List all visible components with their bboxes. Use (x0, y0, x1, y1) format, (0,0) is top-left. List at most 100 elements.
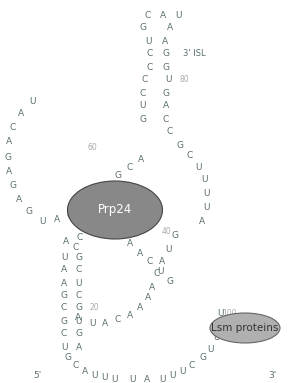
Text: U: U (165, 75, 171, 85)
Text: U: U (92, 372, 98, 380)
Text: A: A (18, 110, 24, 118)
Text: C: C (163, 115, 169, 123)
Text: G: G (64, 354, 71, 362)
Text: C: C (154, 270, 160, 278)
Text: A: A (144, 375, 150, 383)
Text: C: C (73, 242, 79, 252)
Text: G: G (163, 62, 170, 72)
Text: C: C (187, 151, 193, 159)
Text: G: G (171, 231, 178, 241)
Text: U: U (157, 267, 163, 277)
Text: A: A (138, 155, 144, 165)
Text: A: A (199, 218, 205, 226)
Text: U: U (201, 175, 207, 185)
Text: C: C (167, 128, 173, 136)
Text: A: A (94, 190, 100, 200)
Text: G: G (177, 141, 184, 149)
Text: A: A (75, 314, 81, 322)
Text: G: G (26, 208, 33, 216)
Text: C: C (142, 75, 148, 85)
Text: G: G (76, 329, 82, 339)
Text: A: A (76, 342, 82, 352)
Text: C: C (127, 162, 133, 172)
Text: U: U (175, 10, 181, 20)
Text: Lsm proteins: Lsm proteins (211, 323, 279, 333)
Text: G: G (167, 277, 174, 285)
Text: U: U (102, 373, 108, 383)
Text: G: G (139, 23, 146, 33)
Text: U: U (169, 372, 175, 380)
Text: U: U (217, 321, 223, 331)
Text: C: C (115, 316, 121, 324)
Text: A: A (145, 293, 151, 303)
Text: C: C (76, 290, 82, 300)
Text: G: G (105, 180, 112, 190)
Text: A: A (127, 239, 133, 247)
Text: U: U (61, 342, 67, 352)
Text: U: U (62, 254, 68, 262)
Text: U: U (112, 375, 118, 383)
Text: U: U (208, 344, 214, 354)
Text: C: C (76, 265, 82, 275)
Text: C: C (77, 232, 83, 242)
Text: G: G (163, 49, 170, 59)
Text: U: U (76, 278, 82, 288)
Text: U: U (40, 218, 46, 226)
Text: 40: 40 (162, 228, 172, 236)
Text: G: G (60, 290, 67, 300)
Text: C: C (61, 329, 67, 339)
Text: U: U (195, 162, 201, 172)
Text: A: A (163, 101, 169, 111)
Text: 20: 20 (89, 303, 99, 313)
Text: A: A (127, 311, 133, 319)
Text: A: A (162, 36, 168, 46)
Text: G: G (114, 170, 121, 180)
Text: G: G (76, 303, 82, 313)
Text: 3' ISL: 3' ISL (183, 49, 206, 59)
Text: G: G (76, 254, 82, 262)
Text: G: G (163, 88, 170, 98)
Text: A: A (54, 216, 60, 224)
Text: A: A (16, 195, 22, 205)
Text: A: A (137, 249, 143, 257)
Text: C: C (61, 303, 67, 313)
Text: G: G (139, 115, 146, 123)
Text: G: G (9, 182, 16, 190)
Text: U: U (204, 203, 210, 211)
Text: C: C (140, 88, 146, 98)
Text: U: U (80, 203, 86, 211)
Text: A: A (63, 237, 69, 247)
Text: C: C (189, 362, 195, 370)
Text: C: C (10, 123, 16, 133)
Text: G: G (5, 152, 12, 162)
Text: A: A (102, 319, 108, 327)
Text: 80: 80 (180, 75, 190, 85)
Text: U: U (217, 309, 223, 319)
Text: G: G (199, 354, 206, 362)
Text: 100: 100 (222, 309, 236, 319)
Text: A: A (149, 283, 155, 291)
Text: G: G (60, 316, 67, 326)
Ellipse shape (210, 313, 280, 343)
Text: U: U (130, 375, 136, 383)
Text: U: U (76, 316, 82, 326)
Text: A: A (160, 10, 166, 20)
Text: U: U (204, 188, 210, 198)
Text: A: A (159, 257, 165, 265)
Text: U: U (140, 101, 146, 111)
Text: A: A (6, 137, 12, 147)
Ellipse shape (67, 181, 163, 239)
Text: C: C (147, 257, 153, 267)
Text: C: C (67, 211, 73, 219)
Text: U: U (89, 319, 95, 327)
Text: A: A (61, 265, 67, 275)
Text: C: C (145, 10, 151, 20)
Text: U: U (179, 368, 185, 376)
Text: U: U (214, 334, 220, 342)
Text: A: A (61, 278, 67, 288)
Text: 5': 5' (33, 370, 41, 380)
Text: U: U (29, 98, 35, 106)
Text: A: A (167, 23, 173, 33)
Text: U: U (145, 36, 151, 46)
Text: A: A (6, 167, 12, 177)
